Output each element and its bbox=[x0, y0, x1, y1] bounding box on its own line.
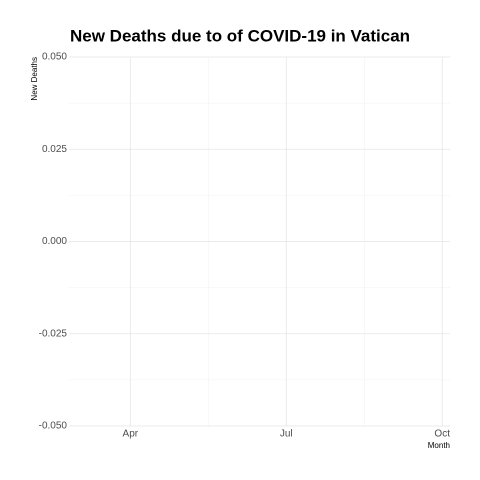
y-tick-label: 0.025 bbox=[42, 144, 67, 155]
y-tick-label: -0.025 bbox=[39, 328, 68, 339]
x-tick-label: Jul bbox=[280, 429, 293, 440]
y-axis-title: New Deaths bbox=[30, 57, 39, 101]
chart-title: New Deaths due to of COVID-19 in Vatican bbox=[70, 26, 410, 45]
y-tick-label: 0.050 bbox=[42, 52, 67, 63]
y-tick-label: -0.050 bbox=[39, 421, 68, 432]
y-tick-label: 0.000 bbox=[42, 236, 67, 247]
x-tick-label: Oct bbox=[434, 429, 450, 440]
x-tick-label: Apr bbox=[123, 429, 139, 440]
x-axis-title: Month bbox=[428, 441, 450, 450]
